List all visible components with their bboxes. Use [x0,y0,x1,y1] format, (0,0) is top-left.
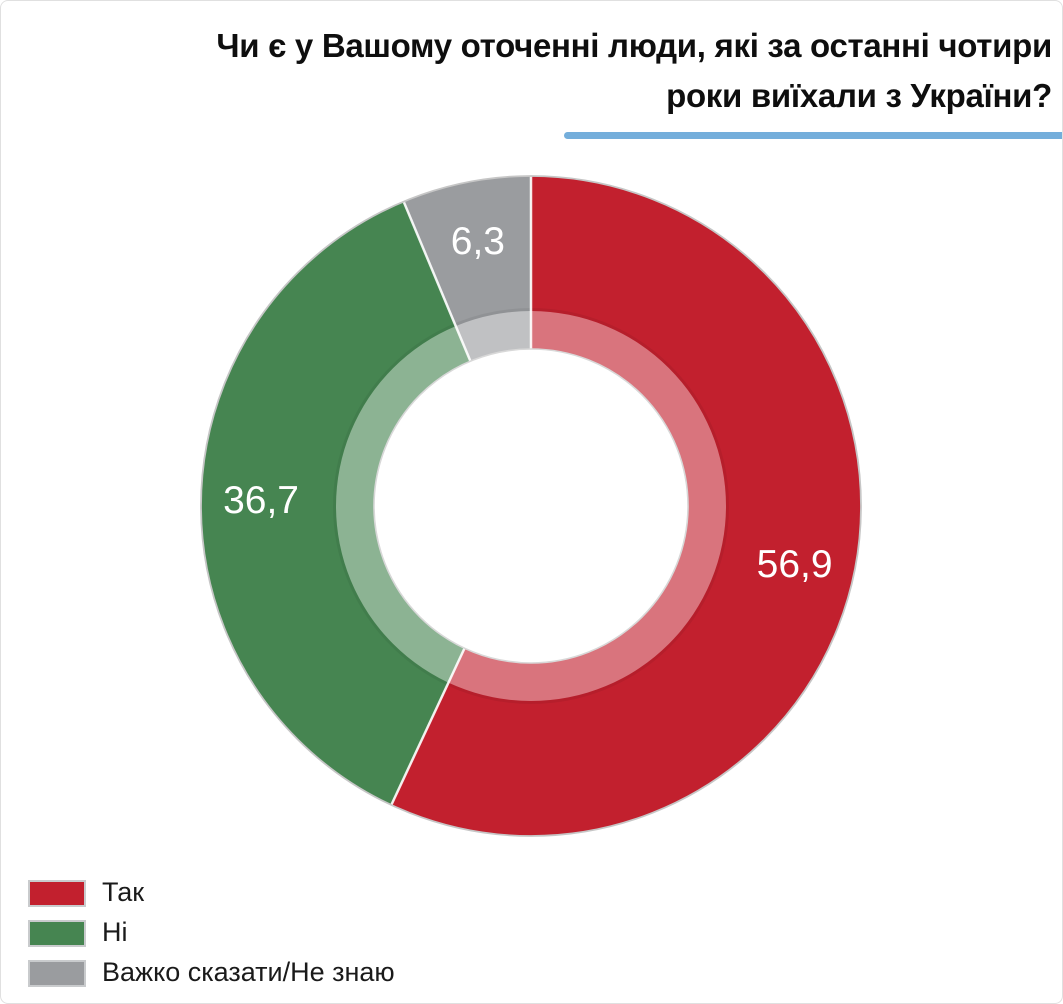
slice-separator-2 [402,201,472,362]
legend-item-no: Ні [28,913,395,953]
legend-swatch [28,959,86,987]
slice-separator-1 [390,647,466,806]
donut-chart: 56,9 36,7 6,3 [200,175,862,837]
chart-title-line-2: роки виїхали з України? [666,77,1052,114]
donut-outer-edge [200,175,862,837]
legend-label: Важко сказати/Не знаю [102,956,395,987]
legend-label: Так [102,876,145,907]
slice-value-label-1: 36,7 [223,479,299,522]
donut-inner-band [336,311,726,701]
legend-item-yes: Так [28,873,395,913]
donut-slice-0 [391,176,862,836]
chart-title: Чи є у Вашому оточенні люди, які за оста… [41,21,1052,121]
slice-value-label-2: 6,3 [451,220,505,263]
legend: Так Ні Важко сказати/Не знаю [28,873,395,993]
slice-value-label-0: 56,9 [757,543,833,586]
chart-title-line-1: Чи є у Вашому оточенні люди, які за оста… [216,27,1052,64]
legend-item-dontknow: Важко сказати/Не знаю [28,953,395,993]
title-underline [564,132,1062,139]
legend-swatch [28,879,86,907]
legend-label: Ні [102,916,128,947]
donut-slice-2 [403,176,531,362]
donut-slice-1 [201,201,471,805]
legend-swatch [28,919,86,947]
donut-inner-edge [373,348,689,664]
